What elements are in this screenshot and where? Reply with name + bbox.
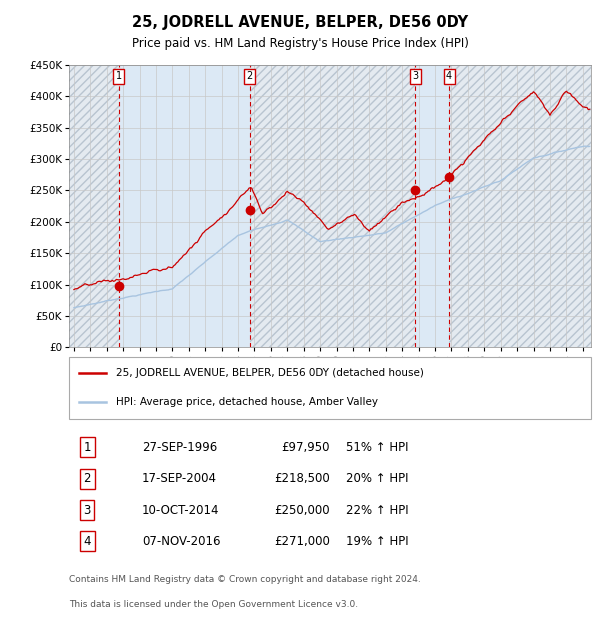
Text: 19% ↑ HPI: 19% ↑ HPI bbox=[346, 535, 408, 548]
Text: Price paid vs. HM Land Registry's House Price Index (HPI): Price paid vs. HM Land Registry's House … bbox=[131, 37, 469, 50]
Text: £218,500: £218,500 bbox=[274, 472, 330, 485]
Text: 1: 1 bbox=[116, 71, 122, 81]
Text: 10-OCT-2014: 10-OCT-2014 bbox=[142, 503, 220, 516]
Text: 4: 4 bbox=[446, 71, 452, 81]
Text: Contains HM Land Registry data © Crown copyright and database right 2024.: Contains HM Land Registry data © Crown c… bbox=[69, 575, 421, 584]
Text: 3: 3 bbox=[83, 503, 91, 516]
Text: 25, JODRELL AVENUE, BELPER, DE56 0DY (detached house): 25, JODRELL AVENUE, BELPER, DE56 0DY (de… bbox=[116, 368, 424, 378]
Text: 07-NOV-2016: 07-NOV-2016 bbox=[142, 535, 221, 548]
Text: 1: 1 bbox=[83, 441, 91, 454]
Text: 22% ↑ HPI: 22% ↑ HPI bbox=[346, 503, 408, 516]
Text: 51% ↑ HPI: 51% ↑ HPI bbox=[346, 441, 408, 454]
Text: 4: 4 bbox=[83, 535, 91, 548]
Text: 25, JODRELL AVENUE, BELPER, DE56 0DY: 25, JODRELL AVENUE, BELPER, DE56 0DY bbox=[132, 16, 468, 30]
Text: 17-SEP-2004: 17-SEP-2004 bbox=[142, 472, 217, 485]
Bar bbox=[415, 65, 449, 347]
Text: This data is licensed under the Open Government Licence v3.0.: This data is licensed under the Open Gov… bbox=[69, 600, 358, 609]
Text: £97,950: £97,950 bbox=[281, 441, 330, 454]
Text: 2: 2 bbox=[247, 71, 253, 81]
Text: £250,000: £250,000 bbox=[274, 503, 330, 516]
Bar bbox=[119, 65, 250, 347]
Text: 2: 2 bbox=[83, 472, 91, 485]
Bar bbox=[449, 65, 591, 347]
Bar bbox=[250, 65, 415, 347]
Bar bbox=[250, 65, 415, 347]
Bar bbox=[449, 65, 591, 347]
Text: 27-SEP-1996: 27-SEP-1996 bbox=[142, 441, 217, 454]
Text: HPI: Average price, detached house, Amber Valley: HPI: Average price, detached house, Ambe… bbox=[116, 397, 378, 407]
Text: 20% ↑ HPI: 20% ↑ HPI bbox=[346, 472, 408, 485]
Bar bbox=[69, 65, 119, 347]
Text: £271,000: £271,000 bbox=[274, 535, 330, 548]
Text: 3: 3 bbox=[412, 71, 418, 81]
FancyBboxPatch shape bbox=[69, 356, 591, 419]
Bar bbox=[69, 65, 119, 347]
